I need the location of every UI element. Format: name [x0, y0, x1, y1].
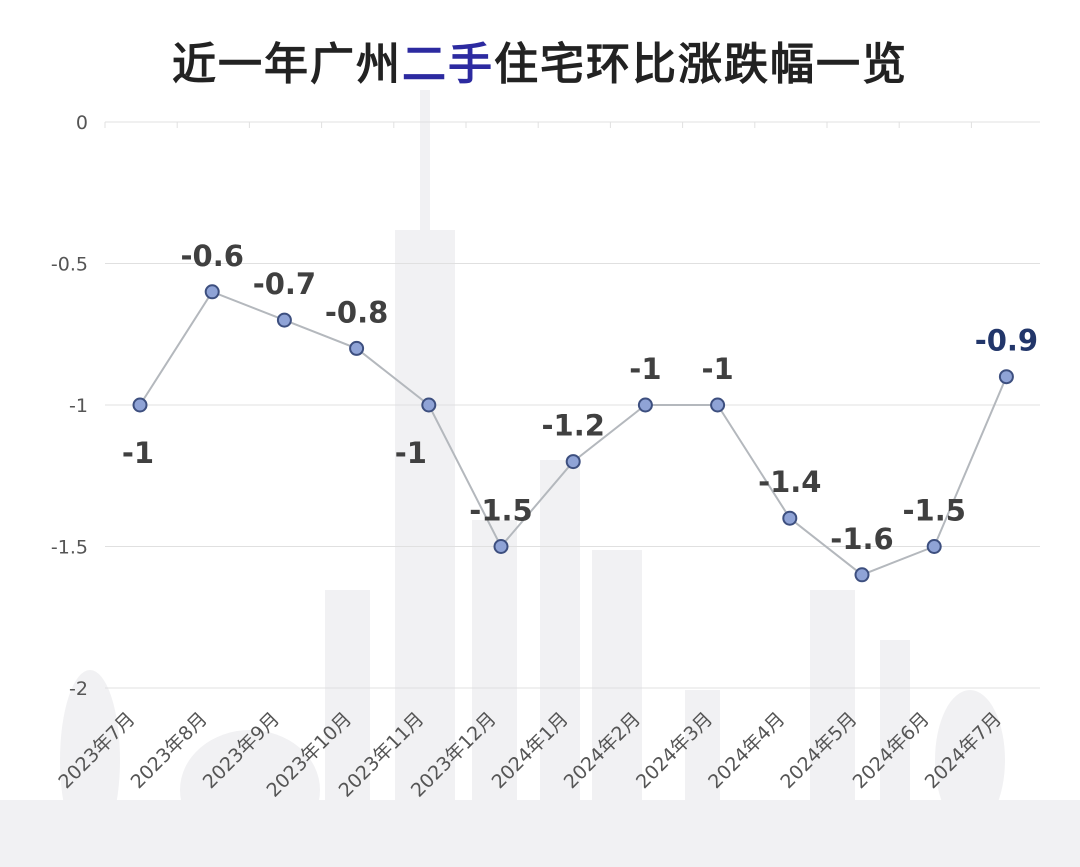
y-tick-label: -0.5 [51, 254, 88, 276]
title-prefix: 近一年广州 [172, 39, 402, 90]
y-tick-label: -1 [69, 395, 88, 417]
data-label: -0.9 [975, 324, 1038, 358]
data-label: -0.8 [325, 295, 388, 329]
y-tick-label: -1.5 [51, 537, 88, 559]
data-label: -1 [701, 352, 733, 386]
x-tick-label: 2024年3月 [632, 708, 717, 793]
data-point [710, 397, 726, 413]
x-tick-label: 2024年6月 [849, 708, 934, 793]
data-label: -0.6 [180, 239, 243, 273]
x-tick-label: 2023年7月 [54, 708, 139, 793]
x-tick-label: 2024年1月 [488, 708, 573, 793]
x-tick-label: 2024年7月 [921, 708, 1006, 793]
title-highlight: 二手 [402, 39, 494, 90]
data-point [421, 397, 437, 413]
x-tick-label: 2023年8月 [127, 708, 212, 793]
data-label: -1.2 [541, 409, 604, 443]
data-label: -1.5 [469, 494, 532, 528]
data-point [782, 510, 798, 526]
data-label: -1.6 [830, 522, 893, 556]
data-label: -1 [122, 436, 154, 470]
data-point [493, 539, 509, 554]
y-tick-label: -2 [69, 678, 88, 700]
data-label: -1.5 [902, 494, 965, 528]
data-point [637, 397, 653, 413]
data-label: -0.7 [253, 267, 316, 301]
data-point [565, 454, 581, 470]
x-tick-label: 2024年2月 [560, 708, 645, 793]
data-label: -1 [629, 352, 661, 386]
data-point [349, 340, 365, 356]
data-point [276, 312, 292, 328]
y-tick-label: 0 [76, 112, 88, 134]
x-tick-label: 2024年5月 [776, 708, 861, 793]
data-point [998, 369, 1014, 385]
data-label: -1 [395, 436, 427, 470]
data-point [204, 284, 220, 300]
data-point [854, 567, 870, 583]
x-tick-label: 2024年4月 [704, 708, 789, 793]
title-suffix: 住宅环比涨跌幅一览 [494, 39, 908, 90]
data-point [132, 397, 148, 413]
chart-title: 近一年广州二手住宅环比涨跌幅一览 [0, 28, 1080, 92]
data-point [926, 539, 942, 554]
data-label: -1.4 [758, 465, 821, 499]
